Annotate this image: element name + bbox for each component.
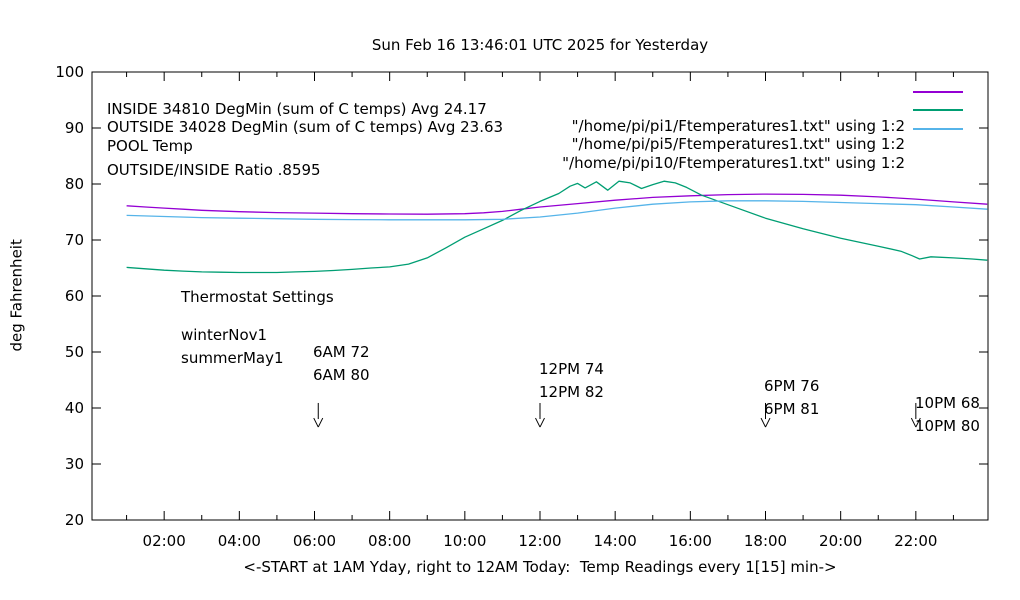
svg-text:80: 80 bbox=[65, 175, 84, 193]
svg-text:06:00: 06:00 bbox=[293, 532, 336, 550]
svg-text:12:00: 12:00 bbox=[518, 532, 561, 550]
x-axis-label: <-START at 1AM Yday, right to 12AM Today… bbox=[243, 558, 837, 576]
svg-text:70: 70 bbox=[65, 231, 84, 249]
thermostat-season: summerMay1 bbox=[181, 349, 284, 367]
legend-entry-inside: INSIDE 34810 DegMin (sum of C temps) Avg… bbox=[0, 84, 1020, 135]
chart-title: Sun Feb 16 13:46:01 UTC 2025 for Yesterd… bbox=[371, 36, 709, 54]
outside-inside-ratio: OUTSIDE/INSIDE Ratio .8595 bbox=[107, 161, 321, 179]
svg-text:02:00: 02:00 bbox=[143, 532, 186, 550]
svg-text:10:00: 10:00 bbox=[443, 532, 486, 550]
thermostat-12pm: 12PM 74 bbox=[539, 360, 604, 378]
svg-text:22:00: 22:00 bbox=[894, 532, 937, 550]
legend-label-inside: INSIDE 34810 DegMin (sum of C temps) Avg… bbox=[107, 100, 487, 118]
legend-line-swatch bbox=[913, 128, 963, 130]
svg-text:16:00: 16:00 bbox=[669, 532, 712, 550]
svg-text:60: 60 bbox=[65, 287, 84, 305]
thermostat-settings-title: Thermostat Settings bbox=[181, 288, 334, 306]
legend-line-swatch bbox=[913, 91, 963, 93]
thermostat-10pm: 10PM 80 bbox=[915, 417, 980, 435]
thermostat-season: winterNov1 bbox=[181, 326, 268, 344]
legend-file-outside: "/home/pi/pi5/Ftemperatures1.txt" using … bbox=[571, 135, 905, 153]
legend-file-pool: "/home/pi/pi10/Ftemperatures1.txt" using… bbox=[562, 154, 905, 172]
legend-entry-pool: POOL Temp "/home/pi/pi10/Ftemperatures1.… bbox=[0, 121, 1020, 172]
svg-text:30: 30 bbox=[65, 455, 84, 473]
legend-line-swatch bbox=[913, 109, 963, 111]
svg-text:18:00: 18:00 bbox=[744, 532, 787, 550]
thermostat-row-winter: winterNov1 6AM 72 12PM 74 6PM 76 10PM 68 bbox=[0, 310, 1020, 412]
svg-text:90: 90 bbox=[65, 119, 84, 137]
thermostat-6am: 6AM 80 bbox=[313, 366, 370, 384]
svg-text:20:00: 20:00 bbox=[819, 532, 862, 550]
legend-entry-outside: OUTSIDE 34028 DegMin (sum of C temps) Av… bbox=[0, 102, 1020, 153]
svg-text:100: 100 bbox=[55, 63, 84, 81]
svg-text:08:00: 08:00 bbox=[368, 532, 411, 550]
thermostat-10pm: 10PM 68 bbox=[915, 394, 980, 412]
svg-text:14:00: 14:00 bbox=[594, 532, 637, 550]
svg-text:04:00: 04:00 bbox=[218, 532, 261, 550]
legend-label-outside: OUTSIDE 34028 DegMin (sum of C temps) Av… bbox=[107, 118, 504, 136]
thermostat-6pm: 6PM 81 bbox=[764, 400, 820, 418]
thermostat-6am: 6AM 72 bbox=[313, 343, 370, 361]
thermostat-row-summer: summerMay1 6AM 80 12PM 82 6PM 81 10PM 80 bbox=[0, 333, 1020, 435]
svg-text:40: 40 bbox=[65, 399, 84, 417]
thermostat-6pm: 6PM 76 bbox=[764, 377, 820, 395]
svg-text:20: 20 bbox=[65, 511, 84, 529]
svg-text:50: 50 bbox=[65, 343, 84, 361]
legend-label-pool: POOL Temp bbox=[107, 137, 193, 155]
thermostat-12pm: 12PM 82 bbox=[539, 383, 604, 401]
legend-file-inside: "/home/pi/pi1/Ftemperatures1.txt" using … bbox=[571, 117, 905, 135]
